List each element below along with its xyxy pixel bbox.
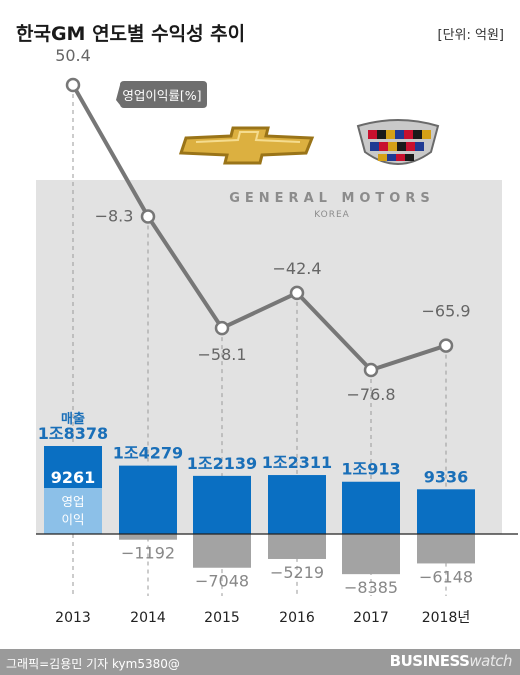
margin-point bbox=[363, 362, 379, 378]
loss-bar bbox=[193, 534, 251, 568]
loss-bar bbox=[417, 534, 475, 564]
margin-label: −58.1 bbox=[197, 345, 246, 364]
loss-bar bbox=[342, 534, 400, 575]
gm-korea: KOREA bbox=[314, 210, 350, 220]
margin-label: −42.4 bbox=[272, 259, 321, 278]
legend-profit-label-2: 이익 bbox=[61, 512, 84, 527]
chart-title: 한국GM 연도별 수익성 추이 bbox=[16, 23, 245, 45]
x-tick-label: 2013 bbox=[55, 610, 91, 626]
sales-label: 9336 bbox=[424, 467, 469, 486]
profit-label: −7048 bbox=[195, 572, 249, 591]
unit-label: [단위: 억원] bbox=[438, 28, 505, 43]
legend-profit-label-1: 영업 bbox=[61, 494, 84, 509]
sales-label: 1조8378 bbox=[38, 424, 108, 443]
sales-bar bbox=[268, 475, 326, 534]
profit-label: −6148 bbox=[419, 567, 473, 586]
brand-light: watch bbox=[469, 652, 512, 670]
brand-bold: BUSINESS bbox=[389, 652, 470, 670]
margin-point bbox=[289, 285, 305, 301]
chevrolet-logo bbox=[178, 126, 315, 165]
margin-point bbox=[65, 77, 81, 93]
margin-point bbox=[140, 209, 156, 224]
loss-bar bbox=[119, 534, 177, 540]
chart: 한국GM 연도별 수익성 추이 [단위: 억원] GENERAL MOTORS … bbox=[16, 23, 518, 626]
x-tick-label: 2015 bbox=[204, 610, 240, 626]
margin-label: −76.8 bbox=[346, 385, 395, 404]
gm-wordmark: GENERAL MOTORS bbox=[229, 191, 434, 206]
sales-bar bbox=[417, 489, 475, 534]
margin-label: −65.9 bbox=[421, 302, 470, 321]
x-tick-label: 2014 bbox=[130, 610, 166, 626]
brand-logo: BUSINESSwatch bbox=[389, 652, 513, 670]
sales-label: 1조913 bbox=[341, 460, 400, 479]
x-tick-label: 2016 bbox=[279, 610, 315, 626]
profit-label: −5219 bbox=[270, 563, 324, 582]
x-tick-label: 2018년 bbox=[422, 610, 471, 626]
margin-point bbox=[214, 320, 230, 336]
sales-bar bbox=[193, 475, 251, 534]
profit-label: −1192 bbox=[121, 544, 175, 563]
sales-label: 1조4279 bbox=[113, 444, 183, 463]
legend-sales-label: 매출 bbox=[61, 411, 85, 427]
profit-label: −8385 bbox=[344, 578, 398, 597]
margin-line bbox=[71, 84, 447, 372]
margin-label: −8.3 bbox=[95, 207, 134, 226]
sales-label: 1조2139 bbox=[187, 454, 257, 473]
line-legend: 영업이익률[%] bbox=[116, 81, 207, 108]
profit-bar bbox=[44, 488, 102, 534]
footer-bar: 그래픽=김용민 기자 kym5380@ BUSINESSwatch bbox=[0, 649, 520, 675]
credit-text: 그래픽=김용민 기자 kym5380@ bbox=[6, 657, 180, 671]
sales-bar bbox=[119, 465, 177, 534]
sales-bar bbox=[342, 481, 400, 534]
margin-label: 50.4 bbox=[55, 46, 91, 65]
x-tick-label: 2017 bbox=[353, 610, 389, 626]
cadillac-logo bbox=[356, 119, 440, 165]
line-legend-text: 영업이익률[%] bbox=[122, 88, 201, 103]
sales-inner-label: 9261 bbox=[51, 468, 96, 487]
sales-label: 1조2311 bbox=[262, 453, 332, 472]
loss-bar bbox=[268, 534, 326, 559]
gray-panel bbox=[36, 180, 502, 534]
margin-point bbox=[438, 338, 454, 353]
